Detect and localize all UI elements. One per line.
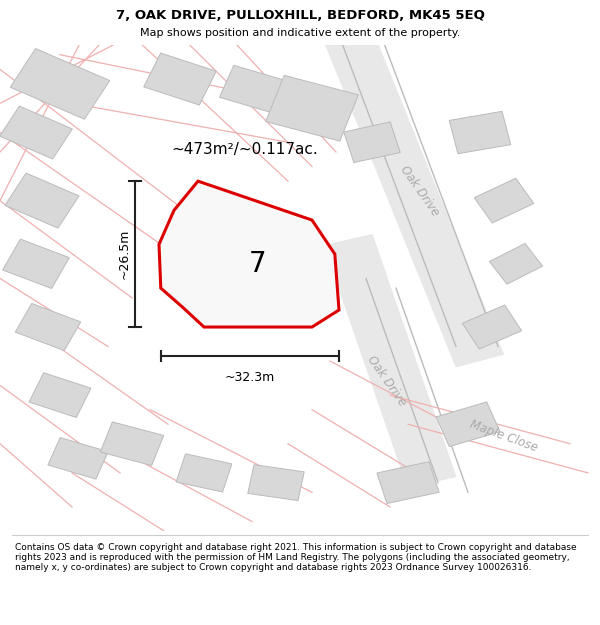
Polygon shape	[324, 29, 504, 367]
Polygon shape	[463, 305, 521, 349]
Text: ~473m²/~0.117ac.: ~473m²/~0.117ac.	[171, 142, 318, 157]
Polygon shape	[144, 53, 216, 105]
Polygon shape	[344, 122, 400, 162]
Polygon shape	[48, 438, 108, 479]
Polygon shape	[220, 65, 284, 112]
Polygon shape	[10, 49, 110, 119]
Polygon shape	[449, 111, 511, 154]
Polygon shape	[490, 244, 542, 284]
Text: Contains OS data © Crown copyright and database right 2021. This information is : Contains OS data © Crown copyright and d…	[15, 542, 577, 572]
Text: Maple Close: Maple Close	[469, 418, 539, 455]
Text: Oak Drive: Oak Drive	[398, 163, 442, 219]
Text: Oak Drive: Oak Drive	[365, 353, 409, 408]
Polygon shape	[100, 422, 164, 466]
Text: ~32.3m: ~32.3m	[225, 371, 275, 384]
Polygon shape	[248, 464, 304, 501]
Text: 7, OAK DRIVE, PULLOXHILL, BEDFORD, MK45 5EQ: 7, OAK DRIVE, PULLOXHILL, BEDFORD, MK45 …	[116, 9, 484, 22]
Polygon shape	[377, 462, 439, 504]
Polygon shape	[0, 106, 73, 159]
Polygon shape	[323, 234, 457, 488]
Text: Map shows position and indicative extent of the property.: Map shows position and indicative extent…	[140, 28, 460, 38]
Text: 7: 7	[249, 250, 267, 278]
Polygon shape	[474, 178, 534, 223]
Polygon shape	[176, 454, 232, 492]
Polygon shape	[5, 173, 79, 228]
Polygon shape	[159, 181, 339, 327]
Polygon shape	[436, 402, 500, 447]
Text: ~26.5m: ~26.5m	[118, 229, 131, 279]
Polygon shape	[266, 76, 358, 141]
Polygon shape	[15, 304, 81, 351]
Polygon shape	[2, 239, 70, 289]
Polygon shape	[29, 372, 91, 418]
